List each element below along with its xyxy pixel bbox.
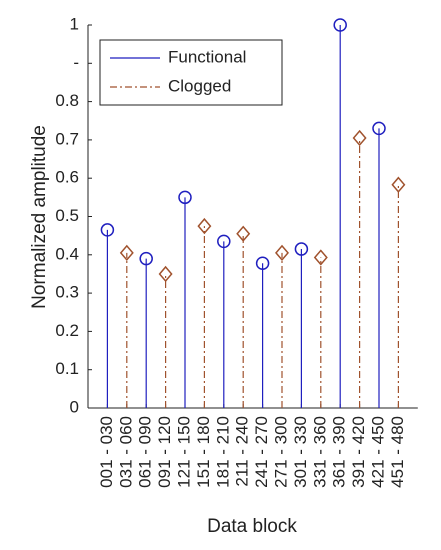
x-tick-label: 121 - 150 (174, 416, 193, 488)
x-tick-label: 031 - 060 (116, 416, 135, 488)
marker (178, 190, 192, 205)
x-axis-label: Data block (207, 516, 297, 537)
y-axis-label: Normalized amplitude (29, 125, 50, 309)
y-tick-label: 0.8 (55, 91, 79, 110)
marker (275, 244, 289, 262)
x-tick-label: 091 - 120 (155, 416, 174, 488)
marker (313, 249, 328, 266)
x-tick-label: 241 - 270 (252, 416, 271, 488)
y-tick-label: 0.5 (55, 206, 79, 225)
x-tick-label: 331 - 360 (310, 416, 329, 488)
x-tick-label: 391 - 420 (349, 416, 368, 488)
y-tick-label: 0.1 (55, 359, 79, 378)
y-tick-label: 0.7 (55, 129, 79, 148)
x-tick-label: 001 - 030 (97, 416, 116, 488)
marker (236, 225, 251, 242)
x-tick-label: 361 - 390 (330, 416, 349, 488)
marker (352, 129, 367, 147)
x-tick-label: 421 - 450 (368, 416, 387, 488)
y-tick-label: 0 (70, 397, 79, 416)
marker (294, 242, 309, 256)
y-tick-label: 0.4 (55, 244, 79, 263)
x-tick-label: 181 - 210 (213, 416, 232, 488)
x-tick-label: 301 - 330 (291, 416, 310, 488)
marker (100, 223, 115, 237)
legend-label: Clogged (168, 76, 231, 95)
x-tick-label: 451 - 480 (388, 416, 407, 488)
legend-box (99, 39, 283, 106)
y-tick-label: 0.2 (55, 321, 79, 340)
x-tick-label: 271 - 300 (271, 416, 290, 488)
marker (119, 244, 134, 262)
marker (255, 256, 270, 270)
y-tick-label: 1 (70, 14, 79, 33)
x-tick-label: 061 - 090 (136, 416, 155, 488)
marker (158, 265, 173, 283)
x-tick-label: 151 - 180 (194, 416, 213, 488)
marker (391, 176, 406, 193)
y-tick-label: 0.6 (55, 168, 79, 187)
y-tick-label: 0.3 (55, 283, 79, 302)
legend-label: Functional (168, 47, 246, 66)
marker (139, 251, 153, 266)
marker (333, 18, 347, 32)
marker (197, 217, 212, 235)
marker (372, 121, 386, 136)
x-tick-label: 211 - 240 (233, 416, 252, 487)
marker (217, 234, 231, 249)
y-tick-label: - (73, 53, 79, 72)
